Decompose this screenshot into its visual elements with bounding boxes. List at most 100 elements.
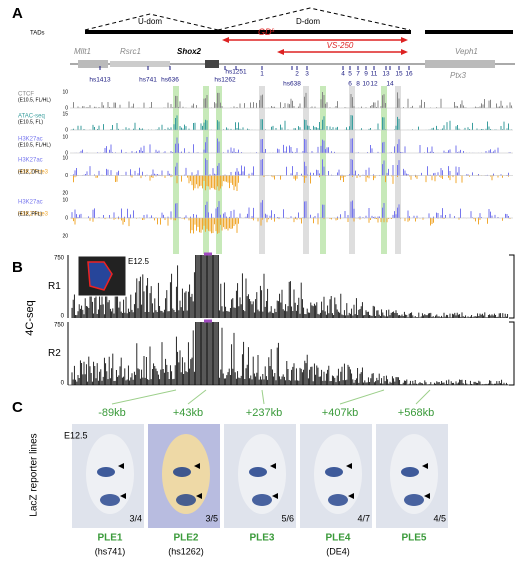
lacz-stain [401, 467, 419, 477]
inset-stage: E12.5 [128, 257, 149, 266]
enhancer-label: 3 [305, 71, 309, 78]
arrowhead [270, 463, 276, 469]
track-scale: 15 [62, 111, 68, 117]
signal [73, 175, 509, 191]
line-alias: (DE4) [326, 546, 350, 556]
tads-label: TADs [30, 31, 45, 37]
arrowhead [194, 463, 200, 469]
arrowhead [348, 493, 354, 499]
track-label: H3K27ac [18, 137, 43, 143]
lacz-stain [97, 467, 115, 477]
gd-superscript: s [272, 28, 275, 34]
tad-bar [85, 30, 411, 34]
track-label: H3K27ac [18, 158, 43, 164]
enhancer-label: 16 [405, 71, 413, 78]
d-dom-outline [217, 7, 411, 31]
enhancer-label: 11 [371, 71, 378, 78]
arrowhead [120, 493, 126, 499]
gene-body [425, 60, 495, 68]
arrow-head [222, 37, 229, 43]
track-scale: 20 [62, 190, 68, 196]
gene-body [110, 61, 170, 67]
track-condition: (E10.5, FL/HL) [18, 97, 51, 103]
gene-label: Rsrc1 [120, 47, 141, 56]
arrowhead [422, 463, 428, 469]
ratio: 3/5 [205, 513, 218, 523]
replicate-label: R2 [48, 348, 61, 359]
fourc-signal [71, 255, 509, 318]
track-scale: 10 [62, 155, 68, 161]
fourc-tracks: R1 750 0 R2 750 0 [48, 252, 515, 387]
enhancer-label: 15 [395, 71, 403, 78]
axis-bracket [509, 254, 515, 319]
enhancer-label: hs636 [161, 77, 179, 84]
line-name: PLE3 [249, 533, 274, 544]
ratio: 4/7 [357, 513, 370, 523]
distance-label: +43kb [173, 407, 203, 419]
axis-label: LacZ reporter lines [29, 433, 40, 516]
line-alias: (hs1262) [168, 546, 204, 556]
enhancer-label: 9 [364, 71, 368, 78]
enhancer-label: hs741 [139, 77, 157, 84]
u-dom-outline [84, 13, 219, 31]
ratio: 4/5 [433, 513, 446, 523]
enhancer-label: 12 [370, 81, 378, 88]
embryo-panels: -89kb +43kb +237kb +407kb +568kb 3/4 PLE1 (hs74… [72, 389, 448, 556]
lacz-stain [325, 467, 343, 477]
track-scale: 10 [62, 197, 68, 203]
scale-min: 0 [61, 314, 65, 320]
ratio: 3/4 [129, 513, 142, 523]
track-label: ATAC-seq [18, 114, 45, 120]
enhancer-label: 10 [362, 81, 370, 88]
arrow-head [401, 49, 408, 55]
track-scale: 0 [65, 173, 68, 179]
track-scale: 20 [62, 233, 68, 239]
enhancer-label: 14 [386, 81, 394, 88]
enhancer-label: 6 [348, 81, 352, 88]
enhancer-label: 8 [356, 81, 360, 88]
signal [71, 200, 511, 218]
track-scale: 10 [62, 89, 68, 95]
arrow-head [401, 37, 408, 43]
enhancer-label: 4 [341, 71, 345, 78]
ratio: 5/6 [281, 513, 294, 523]
lacz-stain [173, 467, 191, 477]
signal [73, 92, 512, 108]
arrowhead [346, 463, 352, 469]
track-scale: 0 [65, 127, 68, 133]
connector [261, 389, 265, 405]
lacz-stain [328, 494, 348, 506]
gene-body [205, 60, 219, 68]
fourc-signal [71, 322, 509, 385]
signal [71, 218, 512, 234]
connector [187, 389, 207, 405]
arrowhead [196, 493, 202, 499]
lacz-stain [176, 494, 196, 506]
line-name: PLE2 [173, 533, 198, 544]
enhancer-label: hs1251 [225, 69, 247, 76]
line-alias: (hs741) [95, 546, 126, 556]
enhancer-label: hs1262 [214, 77, 236, 84]
track-label: CTCF [18, 92, 34, 98]
panel-letter: A [12, 5, 23, 22]
panel-letter: C [12, 399, 23, 416]
track-label: H3K27me3 [18, 212, 49, 218]
lacz-stain [100, 494, 120, 506]
enhancer-label: hs638 [283, 81, 301, 88]
enhancer-label: 1 [260, 71, 264, 78]
tad-bar [425, 30, 513, 34]
distance-label: +568kb [398, 407, 434, 419]
enhancer-label: 7 [356, 71, 360, 78]
distance-label: -89kb [98, 407, 126, 419]
scale-min: 0 [61, 381, 65, 387]
lacz-stain [252, 494, 272, 506]
gene-label: Ptx3 [450, 71, 467, 80]
scale-max: 750 [54, 323, 65, 329]
lacz-stain [249, 467, 267, 477]
signal [71, 137, 512, 153]
connector [415, 389, 431, 405]
enhancer-label: 5 [348, 71, 352, 78]
